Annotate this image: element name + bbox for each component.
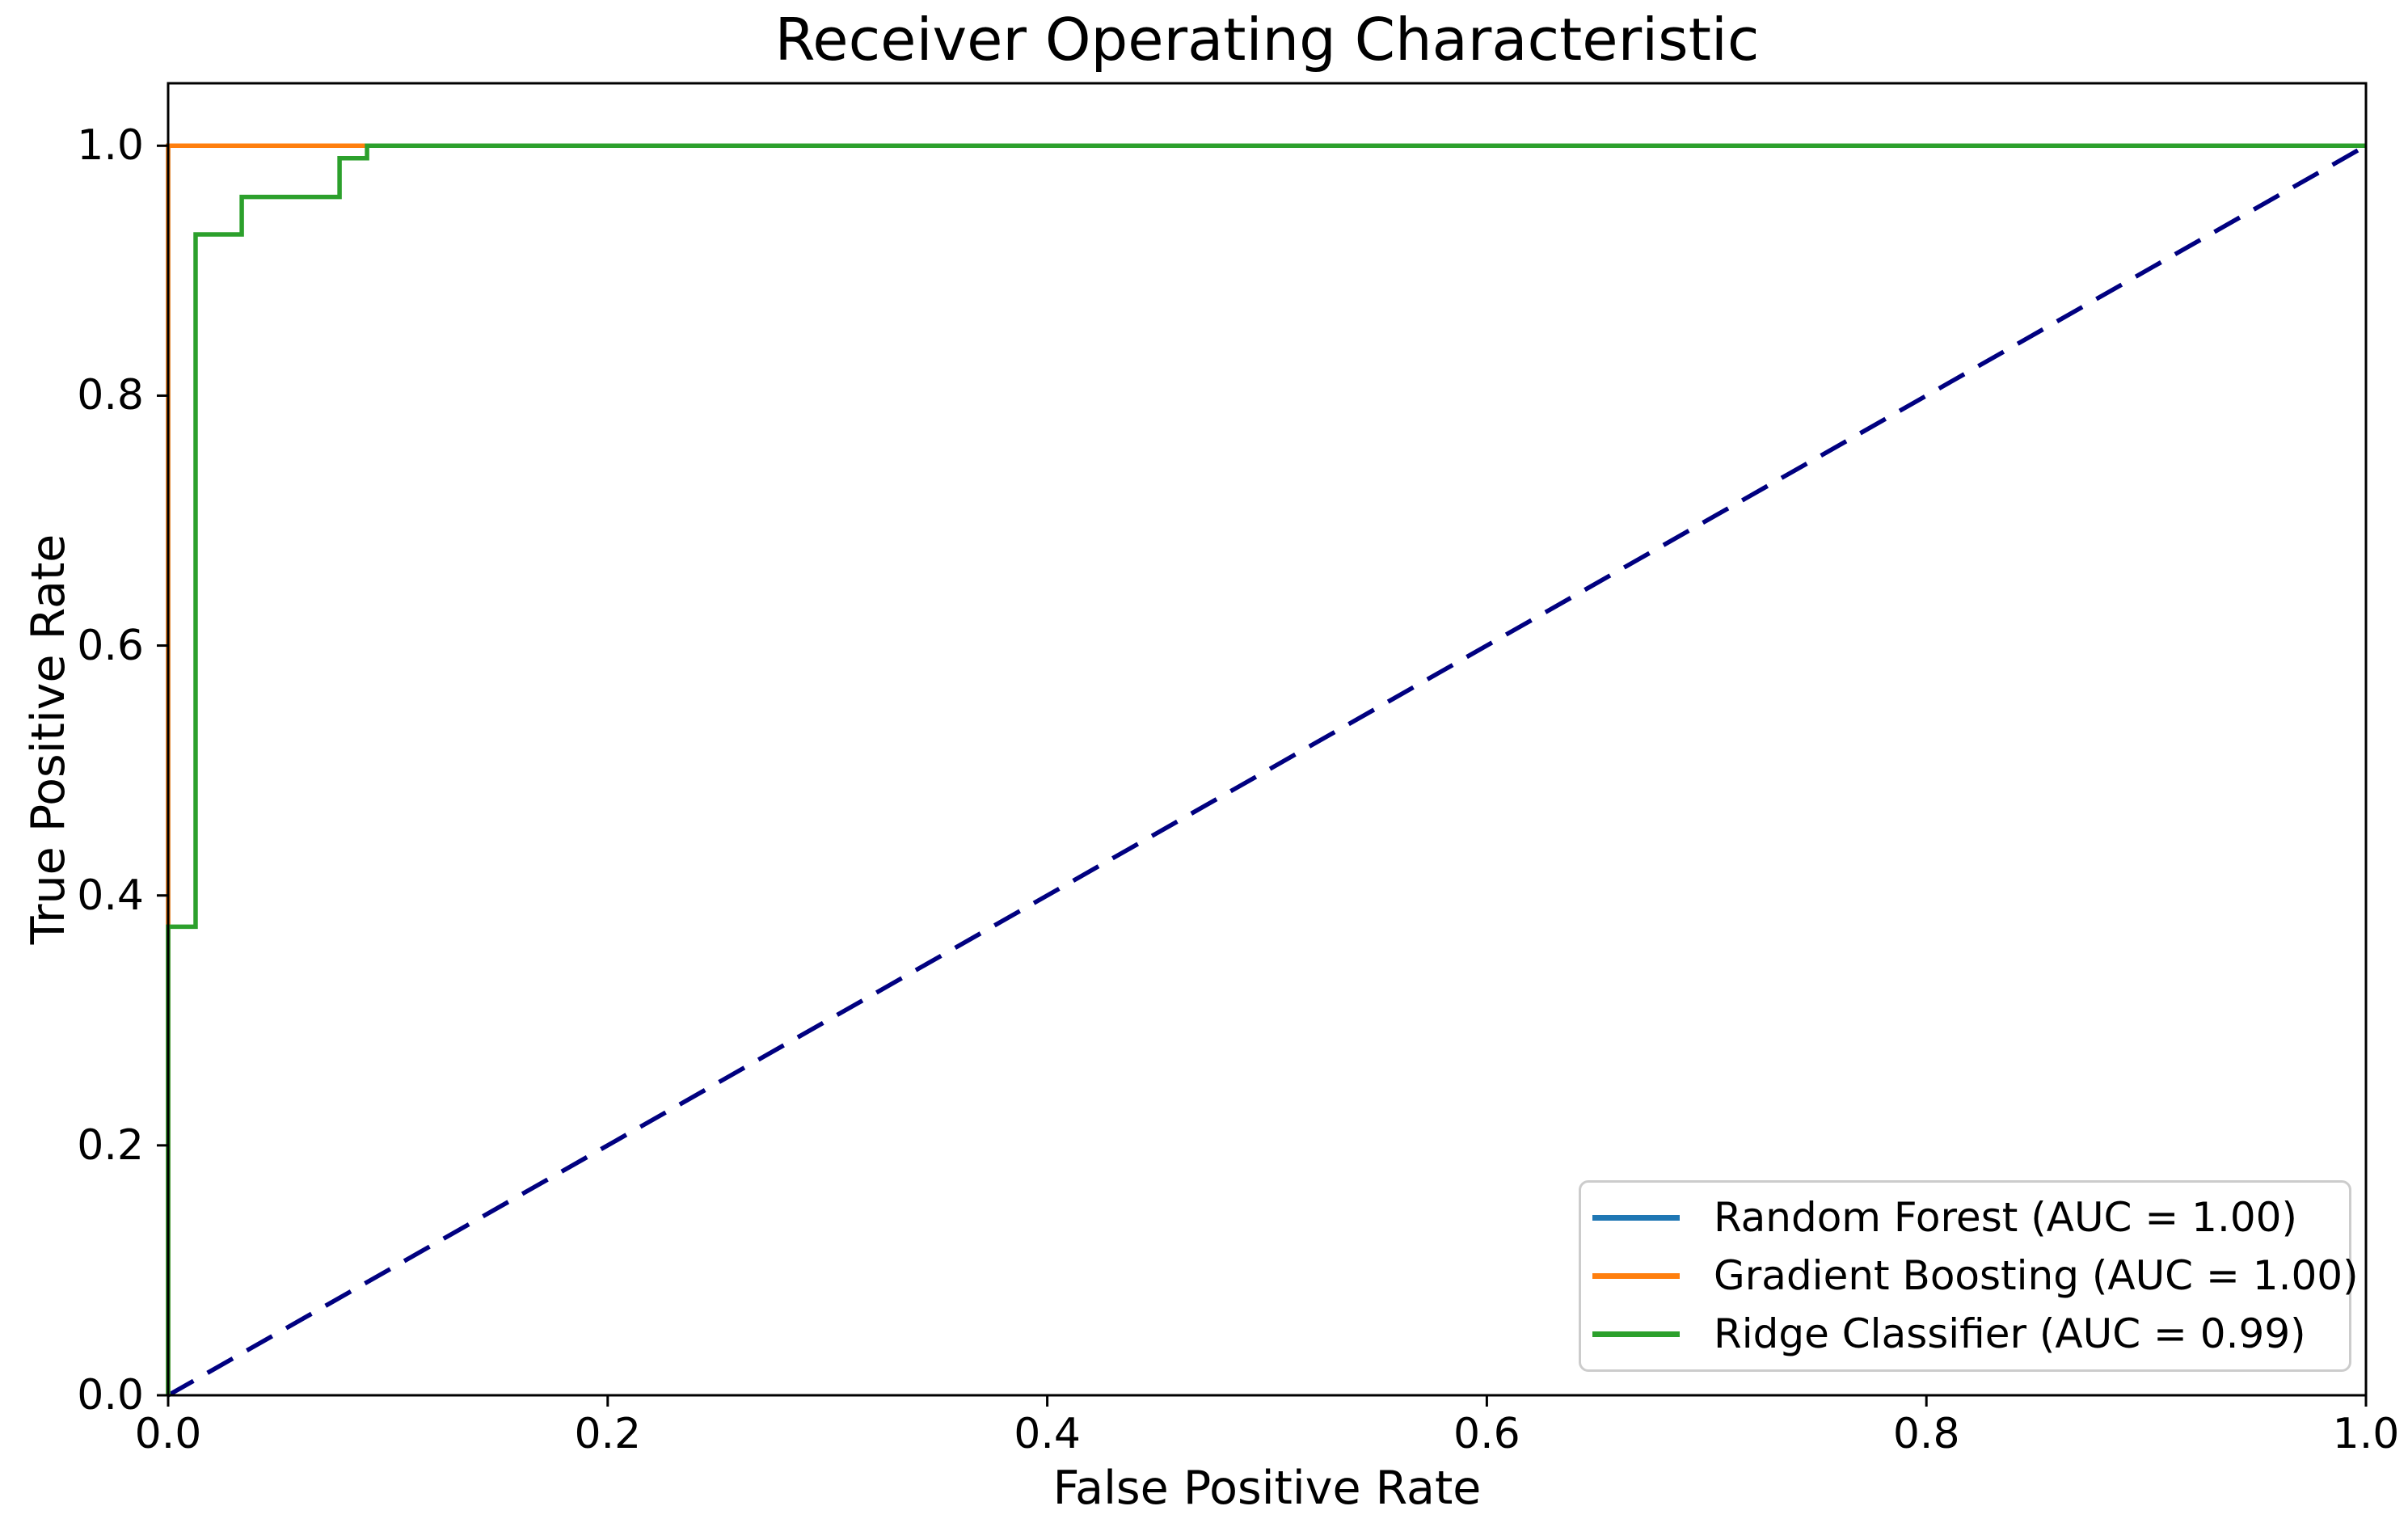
- y-tick-label: 0.6: [77, 621, 144, 670]
- y-tick-label: 1.0: [77, 121, 144, 171]
- chart-title: Receiver Operating Characteristic: [774, 6, 1760, 74]
- legend-box: Random Forest (AUC = 1.00) Gradient Boos…: [1579, 1180, 2359, 1372]
- x-tick-label: 0.2: [574, 1410, 642, 1458]
- legend-swatch-random-forest: [1592, 1214, 1680, 1221]
- x-tick-label: 0.0: [134, 1410, 202, 1458]
- legend-label: Random Forest (AUC = 1.00): [1714, 1193, 2297, 1241]
- legend-label: Gradient Boosting (AUC = 1.00): [1714, 1251, 2359, 1299]
- x-tick-label: 1.0: [2332, 1410, 2400, 1458]
- x-axis-label: False Positive Rate: [1052, 1462, 1482, 1515]
- y-tick-label: 0.0: [77, 1371, 144, 1420]
- plot-border: [167, 82, 2368, 1397]
- x-tick-label: 0.4: [1014, 1410, 1081, 1458]
- y-tick-label: 0.4: [77, 871, 144, 920]
- legend-label: Ridge Classifier (AUC = 0.99): [1714, 1310, 2306, 1358]
- roc-curve-ridge-classifier: [166, 143, 2366, 1395]
- y-tick-label: 0.8: [77, 371, 144, 420]
- legend-item-random-forest: Random Forest (AUC = 1.00): [1592, 1188, 2349, 1247]
- legend-swatch-gradient-boosting: [1592, 1272, 1680, 1279]
- chance-diagonal: [167, 143, 2368, 1398]
- legend-swatch-ridge-classifier: [1592, 1331, 1680, 1338]
- x-tick-label: 0.6: [1453, 1410, 1520, 1458]
- legend-item-gradient-boosting: Gradient Boosting (AUC = 1.00): [1592, 1247, 2359, 1305]
- legend-item-ridge-classifier: Ridge Classifier (AUC = 0.99): [1592, 1306, 2349, 1364]
- x-tick-label: 0.8: [1892, 1410, 1960, 1458]
- y-tick-label: 0.2: [77, 1120, 144, 1170]
- y-axis-label: True Positive Rate: [22, 534, 75, 945]
